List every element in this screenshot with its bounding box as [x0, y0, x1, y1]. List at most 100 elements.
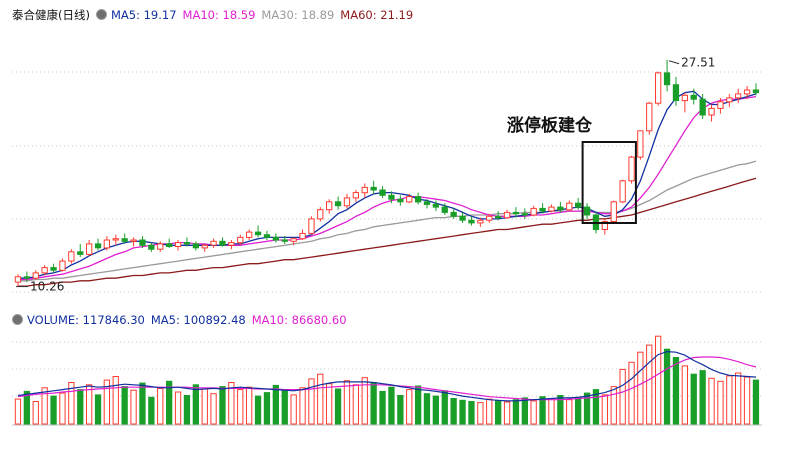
highlight-box — [581, 141, 637, 224]
volume-bar — [726, 375, 733, 425]
volume-bars — [14, 335, 760, 425]
volume-bar — [103, 379, 110, 425]
candle-body — [130, 239, 137, 242]
volume-bar — [219, 386, 226, 425]
candle — [557, 201, 564, 213]
volume-bar — [681, 365, 689, 425]
candle — [50, 263, 57, 273]
candle — [575, 197, 582, 210]
price-ma30-line — [18, 160, 757, 282]
candle-body — [139, 239, 146, 246]
volume-bar — [148, 396, 155, 425]
volume-bar — [370, 382, 377, 425]
candle-body — [672, 84, 680, 101]
volume-ma5-line — [17, 350, 757, 402]
candle-body — [103, 239, 110, 249]
candle-body — [50, 267, 57, 271]
volume-legend: VOLUME: 117846.30 MA5: 100892.48 MA10: 866… — [12, 313, 353, 327]
candle-body — [619, 180, 626, 203]
candle-body — [263, 234, 271, 238]
volume-bar — [361, 377, 368, 425]
volume-bar — [423, 393, 431, 425]
candle-body — [637, 130, 644, 158]
volume-bar — [663, 348, 671, 425]
candle — [690, 88, 697, 105]
candle — [379, 186, 386, 198]
volume-bar — [486, 398, 493, 425]
circle-toggle-icon[interactable] — [12, 314, 23, 325]
candle-body — [486, 215, 493, 221]
candle — [183, 237, 191, 247]
volume-bar — [86, 384, 93, 425]
candle-body — [68, 251, 75, 262]
candle-body — [86, 243, 93, 255]
candle-body — [183, 242, 191, 245]
candle — [228, 240, 235, 250]
candle-body — [112, 238, 119, 241]
candle-body — [94, 243, 102, 249]
candle-body — [14, 276, 22, 283]
volume-bar — [130, 389, 137, 425]
candle-body — [361, 186, 368, 194]
volume-bar — [610, 386, 617, 425]
candle — [86, 240, 93, 256]
volume-bar — [166, 380, 173, 425]
candle — [672, 76, 680, 106]
candle-body — [708, 107, 715, 116]
volume-bar — [334, 388, 342, 425]
candle — [503, 209, 511, 219]
candle — [103, 236, 110, 251]
candle — [655, 71, 662, 106]
candle-body — [41, 267, 48, 274]
candle — [299, 229, 306, 240]
candle-body — [246, 231, 253, 238]
candle — [717, 97, 724, 114]
candle — [486, 213, 493, 223]
volume-bar — [557, 395, 564, 425]
candle-body — [157, 243, 164, 250]
volume-bar — [379, 390, 386, 425]
volume-bar — [174, 391, 182, 425]
volume-bar — [237, 389, 244, 425]
volume-bar — [299, 387, 306, 425]
circle-toggle-icon[interactable] — [95, 9, 107, 20]
volume-bar — [583, 392, 591, 425]
candle-body — [717, 101, 724, 109]
candle — [263, 230, 271, 240]
candle-body — [59, 260, 66, 271]
candle — [628, 155, 635, 184]
candle-body — [655, 72, 662, 104]
candle — [59, 258, 66, 272]
candle-body — [166, 243, 173, 247]
price-ma10-line — [18, 95, 757, 281]
candle-body — [459, 215, 466, 221]
volume-ma-lines — [17, 350, 757, 402]
volume-bar — [539, 396, 546, 425]
volume-bar — [415, 385, 422, 425]
candle — [539, 203, 546, 214]
candle — [548, 204, 555, 213]
volume-bar — [699, 370, 706, 425]
candle — [308, 216, 315, 235]
volume-bar — [59, 392, 66, 425]
annotation-text: 涨停板建仓 — [507, 115, 593, 136]
candle — [343, 193, 351, 209]
candle — [646, 101, 653, 135]
candle-body — [575, 202, 582, 208]
candle-body — [210, 240, 217, 246]
candle-body — [201, 244, 208, 249]
volume-bar — [575, 396, 582, 425]
volume-bar — [592, 389, 600, 425]
volume-bar — [397, 395, 404, 425]
candle-body — [317, 209, 324, 220]
candle-body — [503, 211, 511, 219]
volume-bar — [112, 376, 119, 425]
candle — [583, 203, 591, 219]
volume-ma5-legend: MA5: 100892.48 — [150, 313, 246, 327]
volume-ma10-legend: MA10: 86680.60 — [251, 313, 347, 327]
candle-body — [601, 221, 609, 231]
volume-bar — [352, 384, 360, 425]
volume-bar — [290, 394, 297, 425]
volume-bar — [441, 390, 448, 425]
volume-bar — [50, 395, 57, 425]
